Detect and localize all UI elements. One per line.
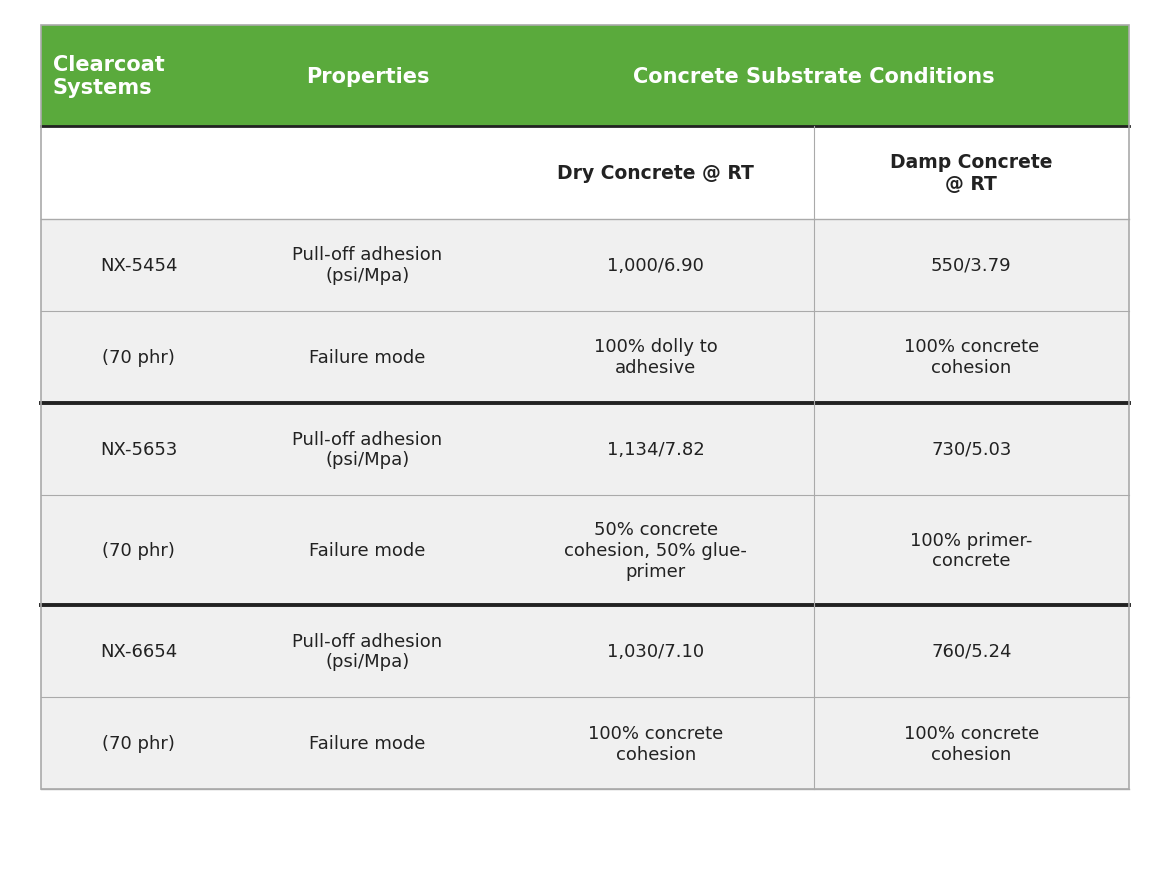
Text: NX-5653: NX-5653 [101, 440, 178, 459]
Text: Properties: Properties [305, 67, 429, 87]
Bar [41, 219, 1129, 311]
Text: 730/5.03: 730/5.03 [931, 440, 1011, 459]
Bar [41, 697, 1129, 789]
Text: Dry Concrete @ RT: Dry Concrete @ RT [557, 164, 755, 182]
Text: Clearcoat
Systems: Clearcoat Systems [53, 55, 165, 98]
Text: Pull-off adhesion
(psi/Mpa): Pull-off adhesion (psi/Mpa) [292, 631, 442, 671]
Text: Concrete Substrate Conditions: Concrete Substrate Conditions [633, 67, 994, 87]
Text: NX-6654: NX-6654 [101, 642, 178, 660]
Bar [41, 127, 1129, 219]
Bar [41, 311, 1129, 403]
Text: 760/5.24: 760/5.24 [931, 642, 1012, 660]
Text: 100% dolly to
adhesive: 100% dolly to adhesive [594, 338, 717, 377]
Text: (70 phr): (70 phr) [103, 348, 176, 367]
Text: (70 phr): (70 phr) [103, 541, 176, 560]
Text: 550/3.79: 550/3.79 [931, 256, 1012, 275]
Text: Failure mode: Failure mode [309, 734, 426, 752]
Text: 50% concrete
cohesion, 50% glue-
primer: 50% concrete cohesion, 50% glue- primer [564, 521, 748, 580]
Text: Pull-off adhesion
(psi/Mpa): Pull-off adhesion (psi/Mpa) [292, 430, 442, 469]
Bar [41, 26, 1129, 789]
Text: Damp Concrete
@ RT: Damp Concrete @ RT [890, 153, 1053, 194]
Bar [41, 496, 1129, 605]
Text: 1,134/7.82: 1,134/7.82 [607, 440, 704, 459]
Text: Failure mode: Failure mode [309, 541, 426, 560]
Text: 100% concrete
cohesion: 100% concrete cohesion [903, 338, 1039, 377]
Text: 100% concrete
cohesion: 100% concrete cohesion [589, 724, 723, 763]
Bar [41, 403, 1129, 496]
Bar [41, 605, 1129, 697]
Text: 100% concrete
cohesion: 100% concrete cohesion [903, 724, 1039, 763]
Text: Failure mode: Failure mode [309, 348, 426, 367]
Text: Pull-off adhesion
(psi/Mpa): Pull-off adhesion (psi/Mpa) [292, 246, 442, 285]
Text: 100% primer-
concrete: 100% primer- concrete [910, 531, 1032, 570]
Bar [41, 26, 1129, 127]
Text: NX-5454: NX-5454 [101, 256, 178, 275]
Text: (70 phr): (70 phr) [103, 734, 176, 752]
Text: 1,000/6.90: 1,000/6.90 [607, 256, 704, 275]
Text: 1,030/7.10: 1,030/7.10 [607, 642, 704, 660]
